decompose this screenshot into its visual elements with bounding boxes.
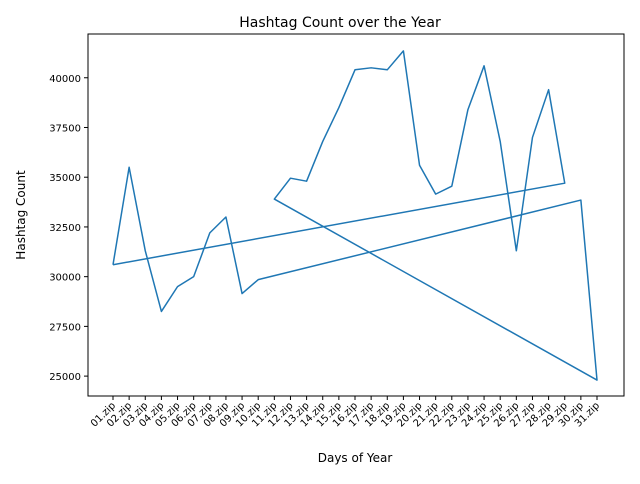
series-line: [112, 50, 598, 381]
plot-area-frame: [87, 33, 625, 397]
y-tick-label: 27500: [49, 322, 81, 333]
x-axis-label: Days of Year: [318, 451, 393, 465]
y-axis-ticks: 25000 27500 30000 32500 35000 37500 40000: [49, 74, 88, 383]
y-tick-label: 25000: [49, 372, 81, 383]
y-tick-label: 30000: [49, 273, 81, 284]
y-axis-label: Hashtag Count: [14, 170, 28, 260]
y-tick-label: 37500: [49, 123, 81, 134]
y-tick-label: 40000: [49, 74, 81, 85]
y-tick-label: 32500: [49, 223, 81, 234]
chart-title: Hashtag Count over the Year: [239, 15, 441, 31]
y-tick-label: 35000: [49, 173, 81, 184]
